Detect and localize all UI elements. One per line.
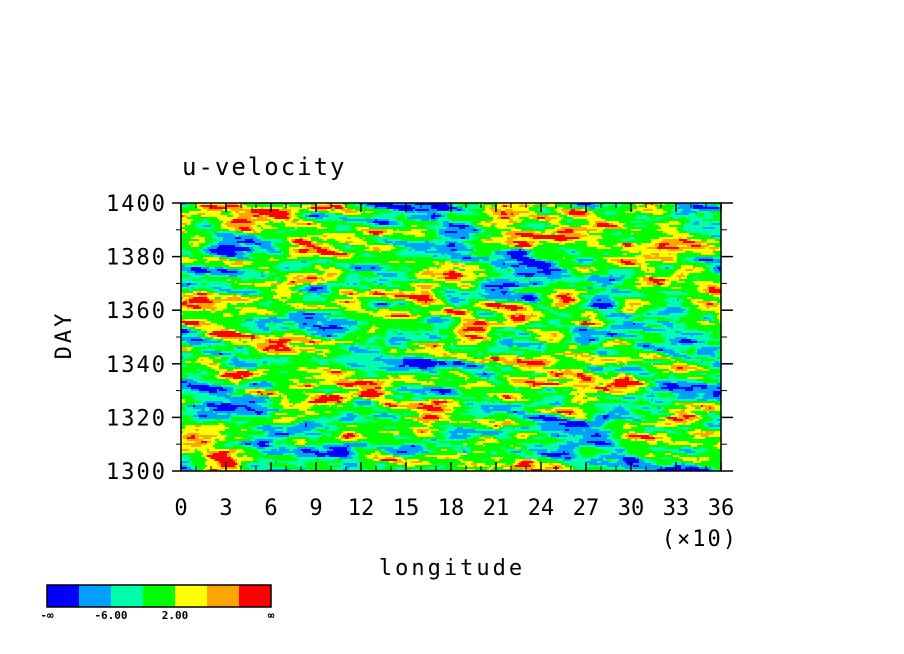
y-tick-label: 1320 (106, 406, 167, 431)
x-tick-label: 6 (264, 496, 277, 521)
x-axis: 0 3 6 9 12 15 18 21 24 27 30 33 36 (174, 203, 734, 521)
colorbar-swatch (111, 585, 143, 607)
x-axis-multiplier: (×10) (662, 527, 738, 552)
x-tick-label: 12 (348, 496, 375, 521)
y-tick-label: 1380 (106, 246, 167, 271)
x-tick-label: 33 (663, 496, 690, 521)
colorbar-swatch (79, 585, 111, 607)
x-tick-label: 9 (309, 496, 322, 521)
colorbar-label: -∞ (40, 609, 54, 622)
y-axis: 1300 1320 1340 1360 1380 1400 (106, 192, 733, 485)
colorbar-label: -6.00 (94, 609, 127, 622)
x-tick-label: 27 (573, 496, 600, 521)
colorbar-swatch (207, 585, 239, 607)
heatmap-field (181, 203, 721, 471)
y-tick-label: 1400 (106, 192, 167, 217)
y-tick-label: 1340 (106, 353, 167, 378)
y-tick-label: 1300 (106, 460, 167, 485)
x-tick-label: 30 (618, 496, 645, 521)
x-tick-label: 24 (528, 496, 555, 521)
colorbar-label: 2.00 (162, 609, 189, 622)
chart-title: u-velocity (182, 153, 347, 181)
colorbar-label: ∞ (268, 609, 275, 622)
y-tick-label: 1360 (106, 299, 167, 324)
colorbar: -∞ -6.00 2.00 ∞ (40, 584, 275, 622)
x-tick-label: 21 (483, 496, 510, 521)
x-tick-label: 3 (219, 496, 232, 521)
colorbar-frame (46, 584, 272, 608)
x-tick-label: 18 (438, 496, 465, 521)
colorbar-swatch (143, 585, 175, 607)
colorbar-swatch (175, 585, 207, 607)
x-tick-label: 0 (174, 496, 187, 521)
colorbar-swatch (239, 585, 271, 607)
plot-area (180, 202, 722, 472)
x-tick-label: 15 (393, 496, 420, 521)
y-axis-label: DAY (52, 311, 77, 360)
colorbar-swatch (47, 585, 79, 607)
x-tick-label: 36 (708, 496, 735, 521)
x-axis-label: longitude (379, 556, 525, 581)
